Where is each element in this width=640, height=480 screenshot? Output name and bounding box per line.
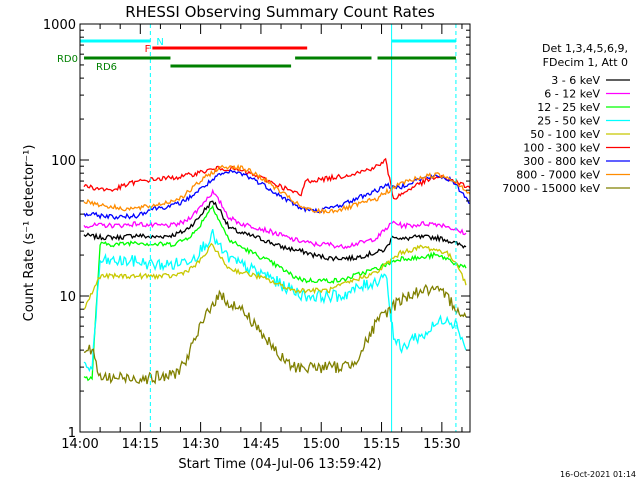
series-line-50-100-keV [83,242,467,310]
y-tick-label: 10 [59,290,76,305]
series-line-6-12-keV [83,188,467,250]
x-tick-label: 14:15 [122,437,159,452]
legend-entry-label: 12 - 25 keV [537,101,600,114]
legend-entry-label: 6 - 12 keV [544,88,600,101]
y-tick-label: 100 [51,154,76,169]
series-line-3-6-keV [83,200,467,262]
legend-entry-label: 300 - 800 keV [523,155,600,168]
plot-area [83,157,471,385]
state-label-N: N [156,37,163,48]
plot-frame [79,23,471,433]
legend-entry-label: 7000 - 15000 keV [502,182,600,195]
legend-entry-label: 25 - 50 keV [537,115,600,128]
series-line-7000-15000-keV [83,283,467,385]
legend-entry-label: 800 - 7000 keV [516,169,600,182]
legend-header-line: FDecim 1, Att 0 [543,56,628,69]
state-label-RD6: RD6 [96,62,117,73]
chart-title: RHESSI Observing Summary Count Rates [125,3,435,21]
y-tick-label: 1 [68,426,76,441]
legend-entry-label: 100 - 300 keV [523,142,600,155]
series-line-12-25-keV [83,204,467,382]
series-line-100-300-keV [83,157,471,200]
series-line-300-800-keV [83,169,471,221]
x-tick-label: 14:30 [182,437,219,452]
axes: 1 10 100 1000 14:00 14:15 14:30 14:45 15:00 15:15… [43,18,471,452]
x-tick-label: 15:30 [423,437,460,452]
y-axis-label: Count Rate (s⁻¹ detector⁻¹) [22,145,37,322]
legend-entry-label: 50 - 100 keV [530,128,600,141]
x-tick-label: 14:00 [61,437,98,452]
x-tick-label: 15:00 [303,437,340,452]
series-line-800-7000-keV [83,164,471,215]
state-overlay: NF RD0 RD6 [57,24,457,432]
state-label-F: F [145,44,151,55]
footer-timestamp: 16-Oct-2021 01:14 [560,470,636,479]
legend-entry-label: 3 - 6 keV [551,74,600,87]
y-tick-label: 1000 [43,18,76,33]
legend: Det 1,3,4,5,6,9,FDecim 1, Att 0 3 - 6 keV… [502,42,630,195]
state-label-RD0: RD0 [57,54,78,65]
x-tick-label: 14:45 [242,437,279,452]
x-tick-label: 15:15 [363,437,400,452]
x-axis-label: Start Time (04-Jul-06 13:59:42) [178,457,381,472]
series-line-25-50-keV [83,229,467,373]
legend-header-line: Det 1,3,4,5,6,9, [542,42,628,55]
